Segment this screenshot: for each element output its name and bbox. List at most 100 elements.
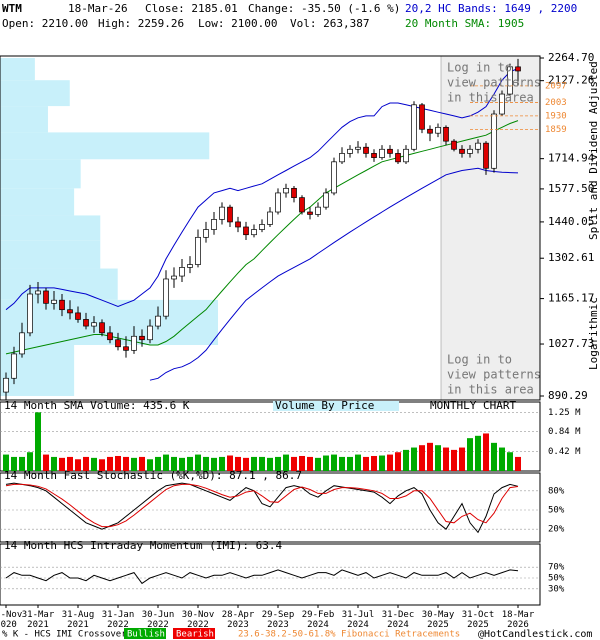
volume-bar [251,456,257,471]
candle-body [427,128,433,134]
candle-body [395,153,401,163]
fibonacci-label: 23.6-38.2-50-61.8% Fibonacci Retracement… [238,630,460,640]
y-tick-label: 2264.70 [548,51,594,64]
volume-bar [35,412,41,471]
fib-label: 2003 [545,98,567,108]
high: High: 2259.26 [98,17,184,30]
price-frame [0,55,541,401]
volume-bar [339,456,345,471]
volume-bar [147,459,153,471]
y-tick-label: 50% [548,574,565,584]
candle-body [27,293,33,334]
candle-body [291,187,297,198]
x-tick-line: 2024 [387,620,409,630]
volume-bar [131,457,137,471]
sma-label: 20 Month SMA: 1905 [405,17,524,30]
x-tick-label: 31-Oct 2025 [462,610,495,630]
x-tick-label: 31-Dec 2024 [382,610,415,630]
volume-bar [315,457,321,471]
candle-body [443,126,449,142]
candle-body [131,335,137,351]
candle-body [315,206,321,215]
x-tick-line: 31-Dec [382,610,415,620]
volume-by-price-bar [0,106,48,133]
x-tick-line: 28-Apr [222,610,255,620]
volume-bar [491,442,497,471]
candle-body [91,322,97,327]
volume-bar [371,455,377,471]
volume-bar [107,456,113,471]
volume-bar [331,454,337,471]
volume-bar [195,454,201,471]
site-label: @HotCandlestick.com [478,629,592,640]
candle-body [299,197,305,213]
candle-body [251,229,257,236]
candle-body [491,113,497,169]
volume-by-price-bar [0,159,81,189]
volume-bar [435,445,441,471]
candle-body [227,206,233,223]
volume-bar [115,455,121,471]
candle-body [323,192,329,208]
candle-body [171,275,177,280]
pattern-note: Log in to [447,61,512,75]
volume-bar [187,456,193,471]
y-tick-label: 1302.61 [548,251,594,264]
candle-body [107,332,113,341]
candle-body [75,312,81,320]
candle-body [219,206,225,220]
volume-bar [139,456,145,471]
candle-body [483,142,489,169]
volume-bar [363,456,369,471]
candle-body [51,299,57,304]
volume: Vol: 263,387 [290,17,369,30]
x-tick-line: 31-Aug [62,610,95,620]
y-tick-label: 1.25 M [548,408,581,418]
volume-bar [219,456,225,471]
candle-body [355,146,361,150]
candle-body [283,187,289,194]
candle-body [339,153,345,163]
x-tick-line: 2022 [187,620,209,630]
candle-body [179,267,185,277]
x-tick-label: 18-Mar 2026 [502,610,535,630]
volume-title: 14 Month SMA Volume: 435.6 K [4,399,190,412]
bearish-label: Bearish [176,630,214,640]
x-tick-label: 31-Jan 2022 [102,610,135,630]
y-tick-label: 1027.73 [548,337,594,350]
candle-body [259,224,265,230]
candle-body [43,290,49,304]
volume-bar [475,435,481,471]
volume-bar [411,447,417,471]
x-tick-label: 28-Apr 2023 [222,610,255,630]
x-tick-line: 2023 [227,620,249,630]
volume-bar [347,456,353,471]
candle-body [211,219,217,230]
volume-bar [75,459,81,471]
candle-body [411,104,417,150]
candle-body [195,236,201,265]
candle-body [451,140,457,150]
low: Low: 2100.00 [198,17,277,30]
volume-bar [27,452,33,471]
chart-label: MONTHLY CHART [430,399,516,412]
candle-body [115,339,121,348]
candle-body [459,148,465,154]
x-tick-line: 2021 [67,620,89,630]
y-tick-label: 50% [548,506,565,516]
candle-body [467,148,473,154]
volume-bar [171,456,177,471]
candle-body [387,148,393,154]
volume-bar [427,442,433,471]
y-tick-label: 30% [548,584,565,594]
volume-bar [259,456,265,471]
candle-body [275,192,281,213]
candle-body [139,335,145,341]
volume-bar [451,449,457,471]
volume-bar [179,457,185,471]
sma-line [5,120,519,355]
candle-body [403,148,409,163]
x-tick-label: 30-Nov2020 [0,610,22,630]
x-tick-line: 30-Nov [0,610,22,620]
